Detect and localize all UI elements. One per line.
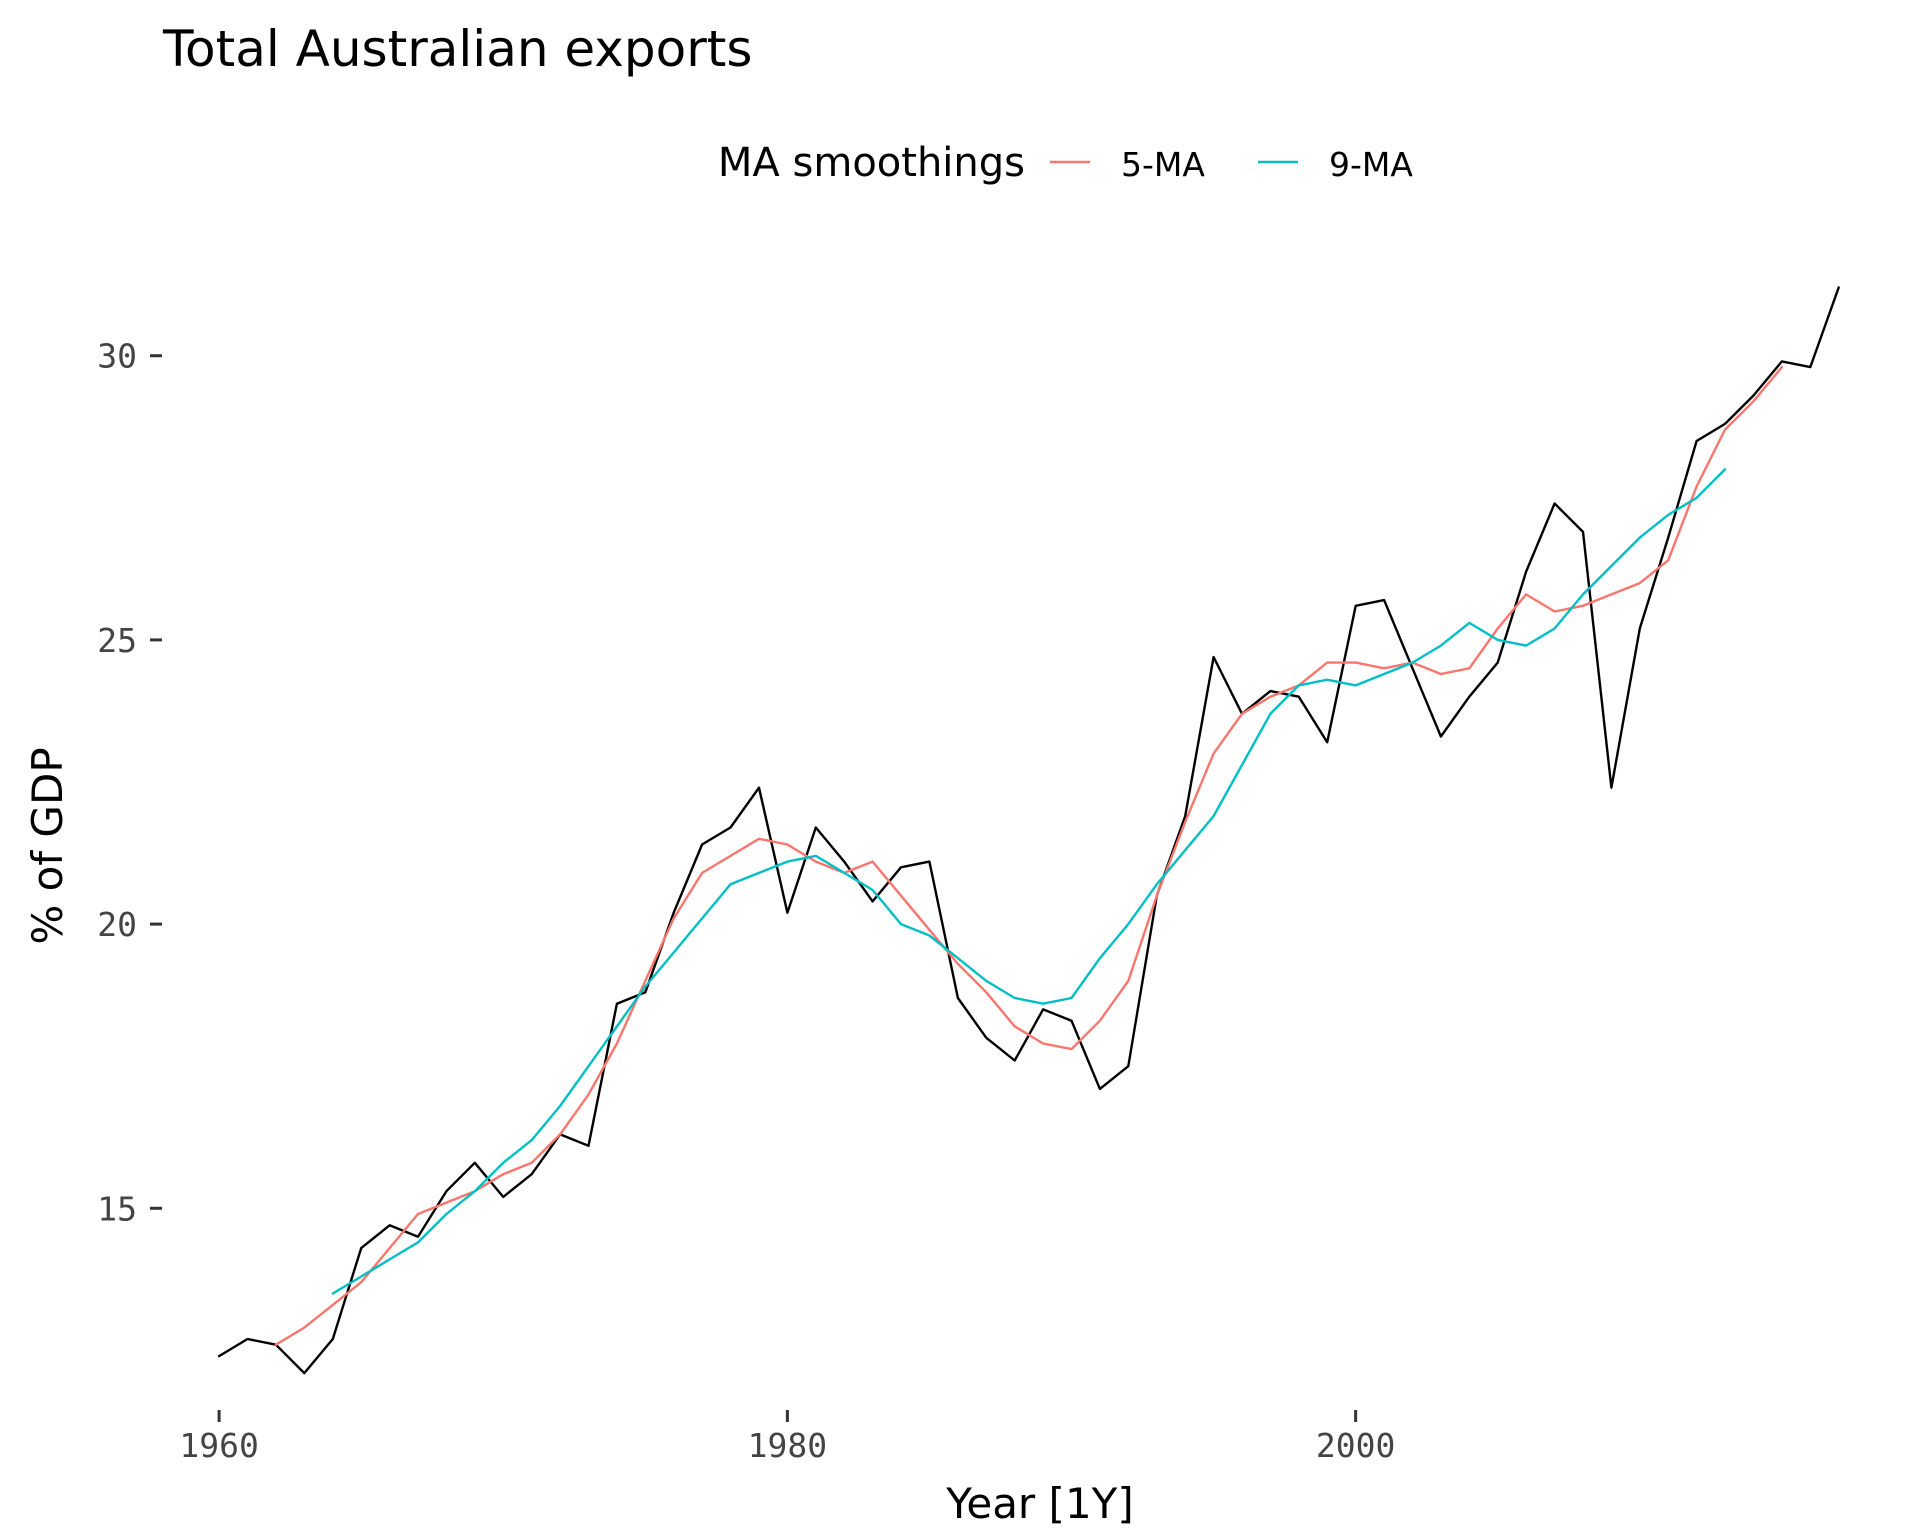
x-axis-title: Year [1Y] — [945, 1479, 1133, 1528]
y-tick-label: 25 — [97, 621, 137, 660]
legend-label-5ma: 5-MA — [1121, 145, 1205, 184]
x-tick-label: 1980 — [748, 1426, 827, 1465]
series-group — [217, 286, 1840, 1375]
legend-title: MA smoothings — [718, 140, 1025, 186]
y-tick-label: 30 — [97, 337, 137, 376]
legend: MA smoothings 5-MA 9-MA — [718, 140, 1413, 186]
x-tick-label: 1960 — [179, 1426, 258, 1465]
x-tick-label: 2000 — [1316, 1426, 1395, 1465]
x-axis: 1960 1980 2000 — [179, 1410, 1395, 1465]
chart-title: Total Australian exports — [162, 20, 752, 78]
legend-label-9ma: 9-MA — [1329, 145, 1413, 184]
y-axis: 15 20 25 30 — [97, 337, 162, 1228]
ma5-line — [274, 365, 1784, 1346]
exports-line — [217, 286, 1840, 1375]
y-tick-label: 20 — [97, 905, 137, 944]
ma9-line — [331, 468, 1727, 1295]
y-tick-label: 15 — [97, 1189, 137, 1228]
y-axis-title: % of GDP — [23, 747, 72, 944]
